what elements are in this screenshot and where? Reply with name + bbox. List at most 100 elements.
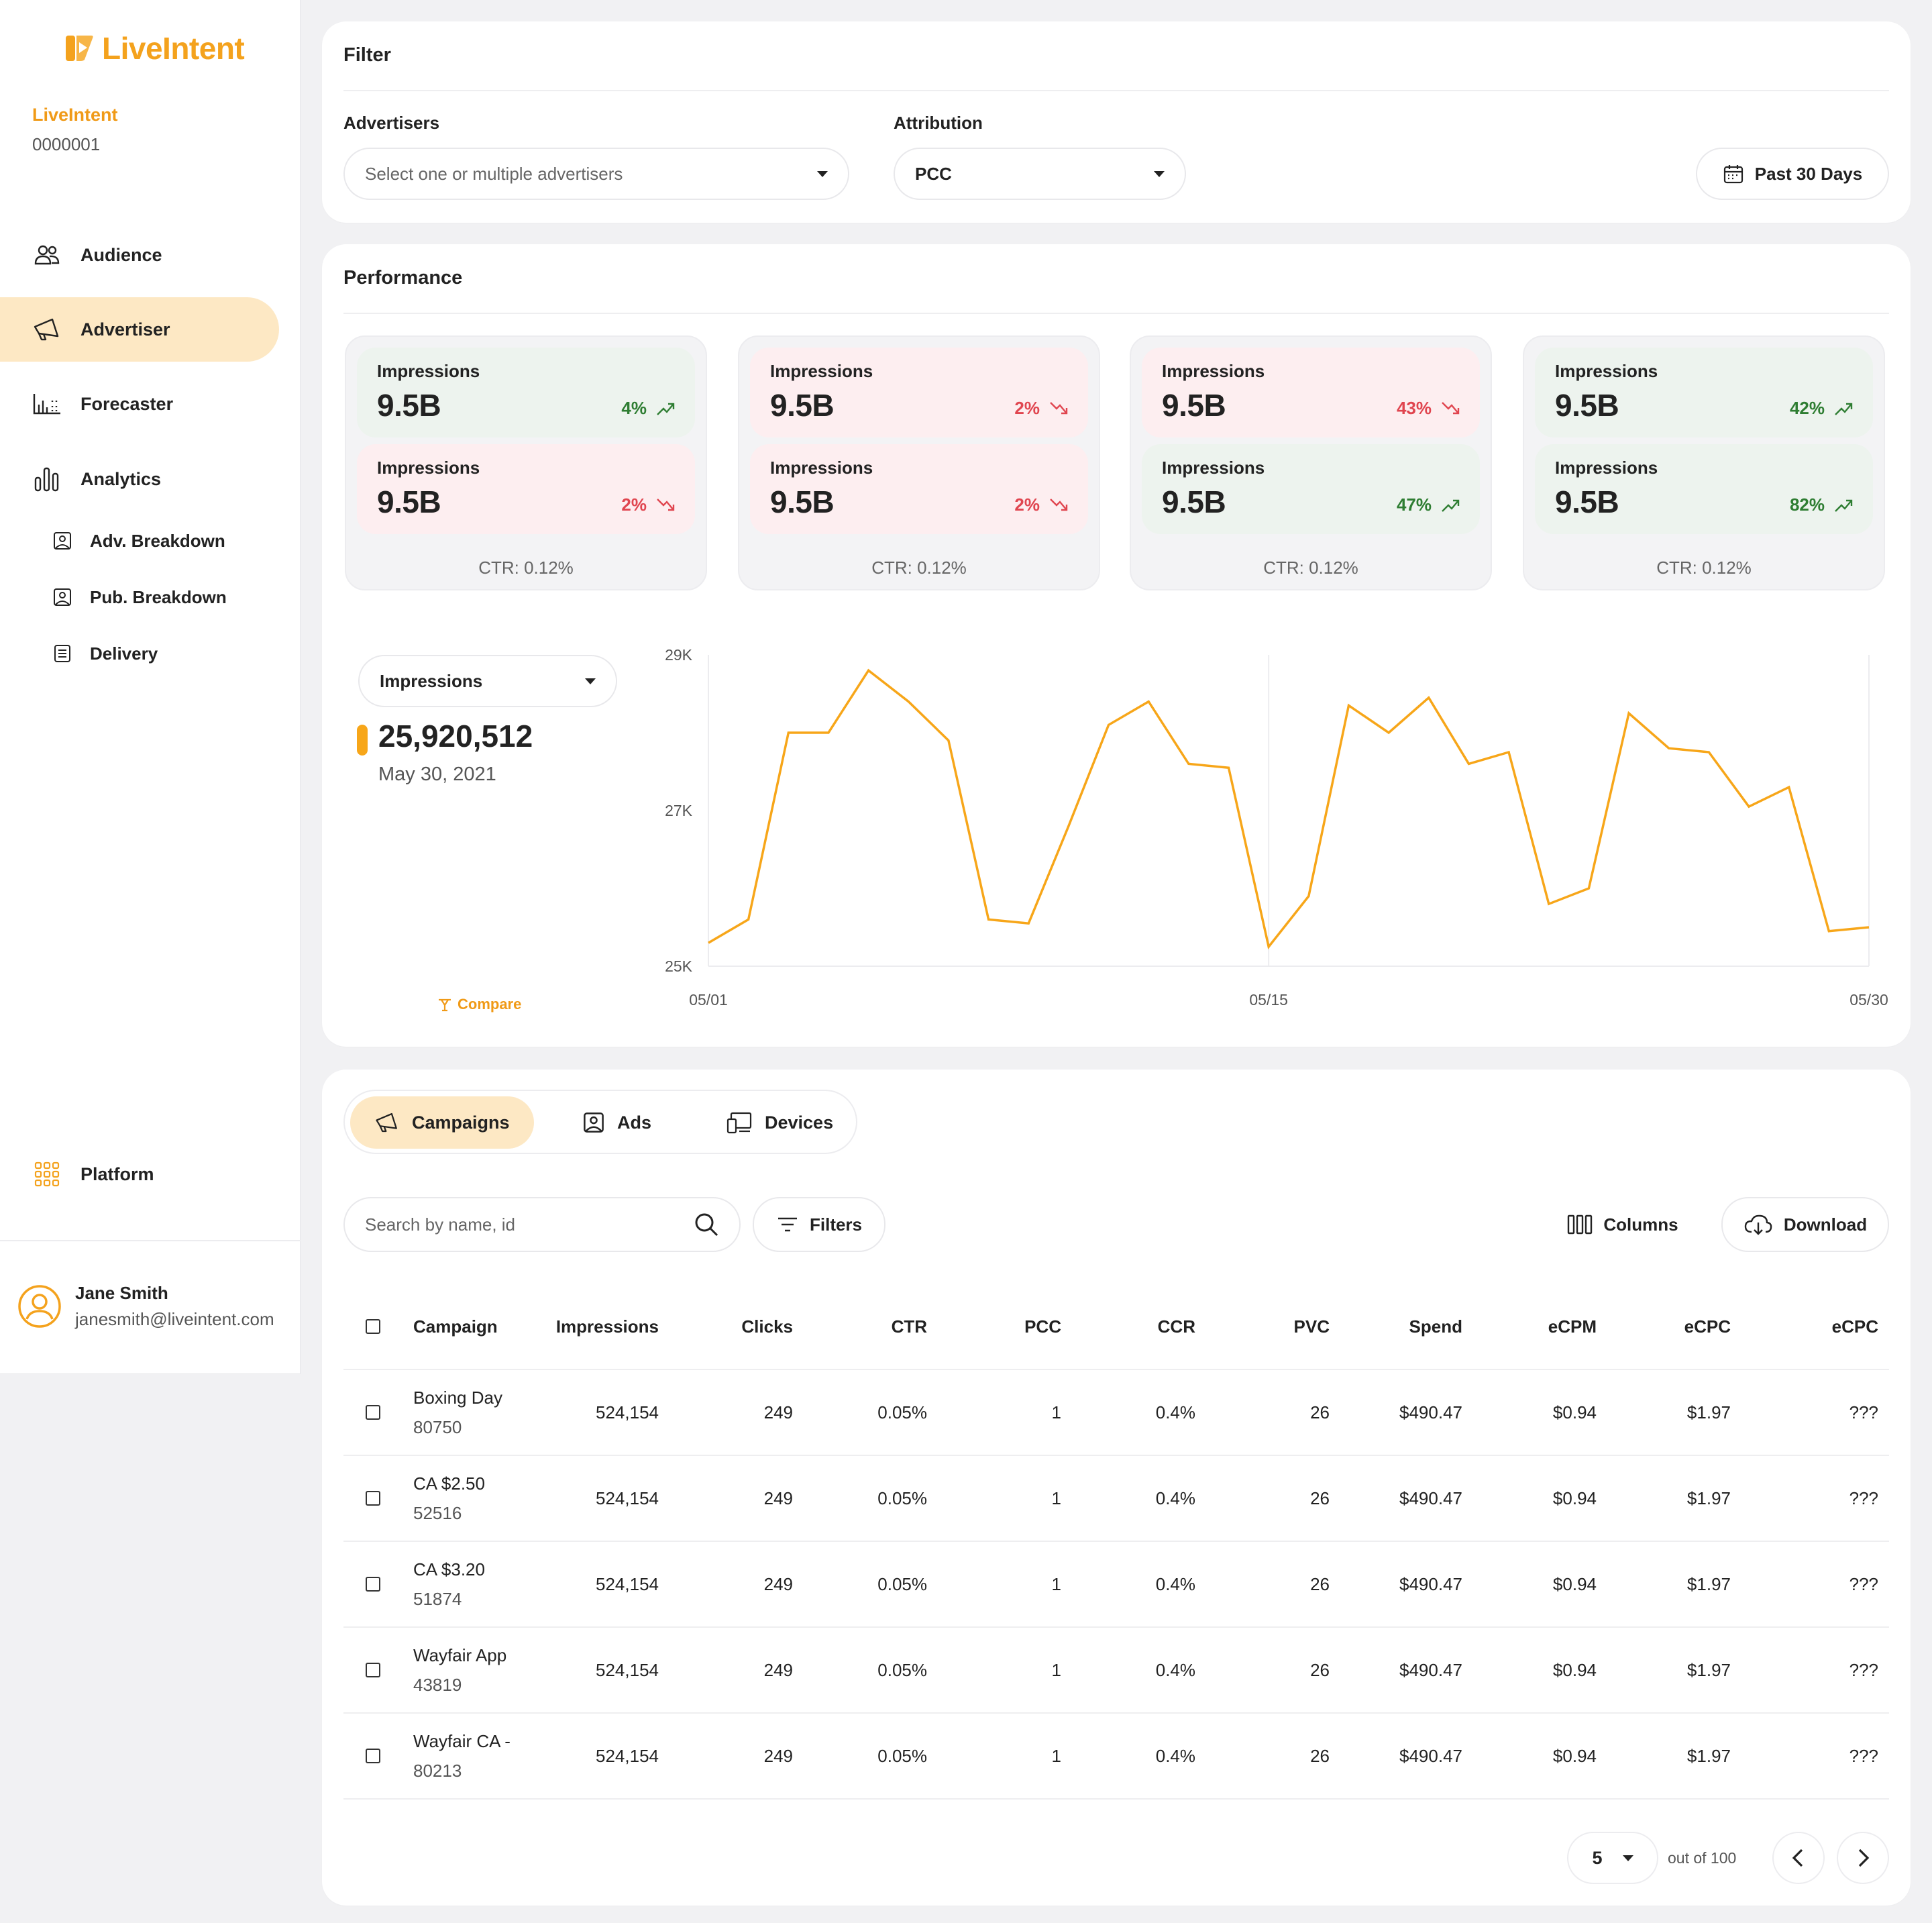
row-checkbox[interactable] <box>366 1405 380 1420</box>
table-cell-ecpc: $1.97 <box>1686 1488 1731 1508</box>
advertisers-label: Advertisers <box>343 113 440 133</box>
download-button[interactable]: Download <box>1721 1197 1889 1252</box>
column-header[interactable]: CTR <box>891 1316 927 1337</box>
table-cell-ctr: 0.05% <box>877 1660 927 1680</box>
nav-platform[interactable]: Platform <box>0 1142 279 1206</box>
kpi-change-value: 2% <box>621 495 647 515</box>
nav-adv-breakdown[interactable]: Adv. Breakdown <box>52 521 225 561</box>
column-header[interactable]: CCR <box>1157 1316 1195 1337</box>
chevron-right-icon <box>1858 1849 1870 1867</box>
campaign-name[interactable]: Wayfair CA - <box>413 1731 511 1751</box>
nav-forecaster[interactable]: Forecaster <box>0 372 279 436</box>
column-header[interactable]: PCC <box>1024 1316 1061 1337</box>
search-input[interactable]: Search by name, id <box>343 1197 741 1252</box>
column-header[interactable]: eCPC <box>1684 1316 1731 1337</box>
search-placeholder: Search by name, id <box>365 1214 516 1235</box>
column-header[interactable]: Campaign <box>413 1316 498 1337</box>
kpi-change-value: 43% <box>1396 398 1432 418</box>
kpi-card[interactable]: Impressions 9.5B 4% <box>357 348 695 437</box>
tab-ads[interactable]: Ads <box>558 1096 676 1149</box>
row-checkbox[interactable] <box>366 1491 380 1506</box>
account-name: LiveIntent <box>32 105 118 125</box>
kpi-change-value: 4% <box>621 398 647 418</box>
attribution-label: Attribution <box>894 113 983 133</box>
nav-pub-breakdown[interactable]: Pub. Breakdown <box>52 577 227 617</box>
column-header[interactable]: Spend <box>1409 1316 1462 1337</box>
table-cell-ctr: 0.05% <box>877 1488 927 1508</box>
x-tick-label: 05/15 <box>1249 991 1288 1008</box>
nav-audience[interactable]: Audience <box>0 223 279 287</box>
tab-campaigns[interactable]: Campaigns <box>350 1096 534 1149</box>
compare-button[interactable]: Compare <box>437 996 521 1013</box>
nav-analytics[interactable]: Analytics <box>0 447 279 511</box>
kpi-card[interactable]: Impressions 9.5B 2% <box>750 348 1088 437</box>
next-page-button[interactable] <box>1837 1832 1889 1884</box>
user-profile[interactable]: Jane Smith janesmith@liveintent.com <box>17 1283 274 1330</box>
performance-separator <box>343 313 1889 314</box>
logo[interactable]: LiveIntent <box>64 30 245 67</box>
filters-button[interactable]: Filters <box>753 1197 885 1252</box>
campaign-name[interactable]: Boxing Day <box>413 1388 502 1408</box>
kpi-group: Impressions 9.5B 2% Impressions 9.5B 2% CTR: 0… <box>738 335 1100 590</box>
kpi-ctr: CTR: 0.12% <box>478 558 574 578</box>
nav-pub-breakdown-label: Pub. Breakdown <box>90 586 227 607</box>
campaign-name[interactable]: Wayfair App <box>413 1645 507 1665</box>
highlight-date: May 30, 2021 <box>378 764 496 785</box>
performance-title: Performance <box>343 267 463 289</box>
row-checkbox[interactable] <box>366 1577 380 1592</box>
kpi-change: 2% <box>621 495 675 515</box>
tab-devices[interactable]: Devices <box>702 1096 857 1149</box>
date-range-button[interactable]: Past 30 Days <box>1696 148 1889 200</box>
column-header[interactable]: PVC <box>1293 1316 1330 1337</box>
kpi-card[interactable]: Impressions 9.5B 82% <box>1535 444 1873 534</box>
kpi-card[interactable]: Impressions 9.5B 43% <box>1142 348 1480 437</box>
select-all-checkbox[interactable] <box>366 1319 380 1334</box>
page-size-select[interactable]: 5 <box>1567 1832 1658 1884</box>
column-header[interactable]: eCPM <box>1548 1316 1597 1337</box>
row-checkbox[interactable] <box>366 1663 380 1677</box>
table-cell-impressions: 524,154 <box>596 1746 659 1766</box>
advertisers-select[interactable]: Select one or multiple advertisers <box>343 148 849 200</box>
kpi-card[interactable]: Impressions 9.5B 2% <box>357 444 695 534</box>
page-size-value: 5 <box>1592 1847 1603 1868</box>
column-header[interactable]: Impressions <box>555 1316 659 1337</box>
nav-delivery[interactable]: Delivery <box>52 633 158 674</box>
kpi-card[interactable]: Impressions 9.5B 47% <box>1142 444 1480 534</box>
attribution-value: PCC <box>915 163 952 184</box>
table-cell-ecpm: $0.94 <box>1552 1402 1597 1422</box>
metric-select[interactable]: Impressions <box>358 655 617 707</box>
nav-platform-label: Platform <box>80 1163 154 1184</box>
table-cell-pvc: 26 <box>1310 1660 1330 1680</box>
metric-select-value: Impressions <box>380 670 483 691</box>
table-cell-ecpc2: ??? <box>1849 1660 1878 1680</box>
table-cell-ctr: 0.05% <box>877 1402 927 1422</box>
kpi-card[interactable]: Impressions 9.5B 2% <box>750 444 1088 534</box>
columns-button[interactable]: Columns <box>1543 1197 1703 1252</box>
table-cell-ecpm: $0.94 <box>1552 1746 1597 1766</box>
liveintent-logo-icon <box>66 36 93 61</box>
row-checkbox[interactable] <box>366 1749 380 1763</box>
prev-page-button[interactable] <box>1772 1832 1825 1884</box>
series-line[interactable] <box>708 668 1870 949</box>
trend-up-icon <box>1442 499 1460 512</box>
sidebar: LiveIntent LiveIntent 0000001 Audience A… <box>0 0 301 1374</box>
kpi-card[interactable]: Impressions 9.5B 42% <box>1535 348 1873 437</box>
attribution-select[interactable]: PCC <box>894 148 1186 200</box>
campaign-name[interactable]: CA $2.50 <box>413 1473 485 1494</box>
kpi-change-value: 2% <box>1014 495 1040 515</box>
kpi-value: 9.5B <box>377 388 441 423</box>
kpi-change: 43% <box>1397 398 1460 419</box>
trend-down-icon <box>1050 401 1068 414</box>
chevron-down-icon <box>817 170 828 177</box>
campaign-id: 51874 <box>413 1589 462 1609</box>
x-tick-label: 05/01 <box>689 991 728 1008</box>
campaign-id: 52516 <box>413 1503 462 1523</box>
view-tabs: Campaigns Ads Devices <box>343 1090 857 1154</box>
megaphone-icon <box>32 315 62 344</box>
column-header[interactable]: Clicks <box>741 1316 793 1337</box>
nav-advertiser[interactable]: Advertiser <box>0 297 279 362</box>
trend-up-icon <box>1835 499 1853 512</box>
kpi-label: Impressions <box>377 458 480 478</box>
campaign-name[interactable]: CA $3.20 <box>413 1559 485 1579</box>
column-header[interactable]: eCPC <box>1831 1316 1878 1337</box>
